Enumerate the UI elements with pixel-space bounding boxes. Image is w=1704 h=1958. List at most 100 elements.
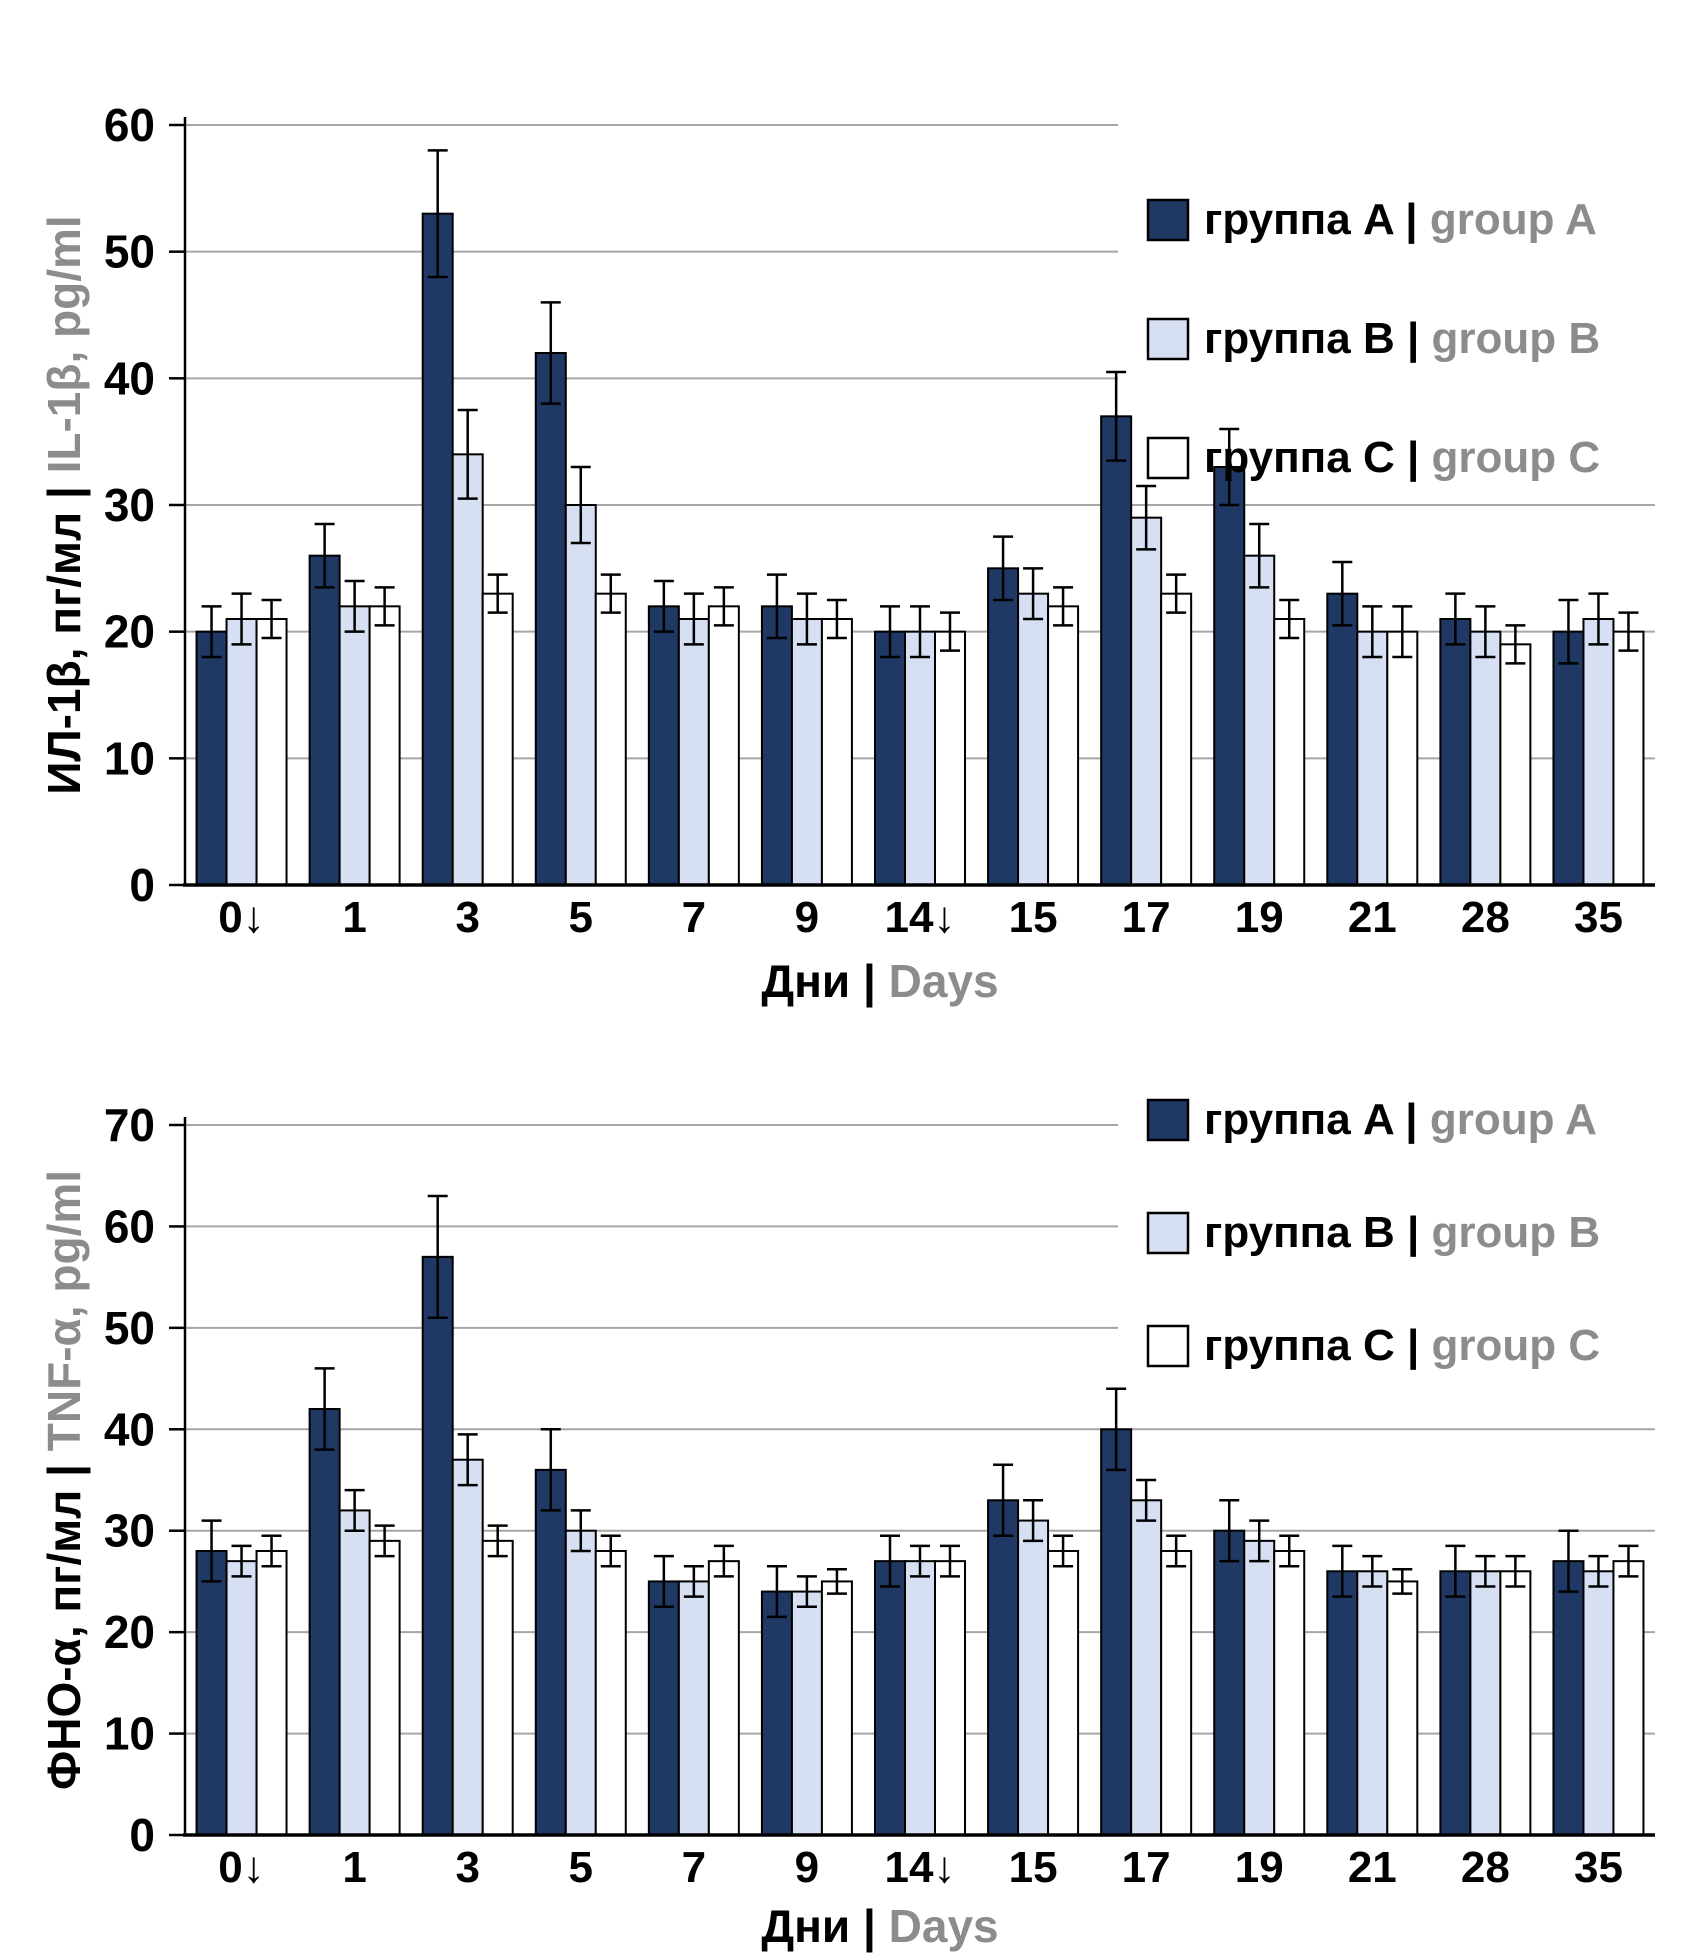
bar-group-B-day-17 [1130, 1499, 1163, 1837]
legend-swatch-group-B [1146, 1211, 1190, 1255]
bar-group-C-day-5 [594, 592, 627, 887]
y-tick-label-30: 30 [104, 1505, 155, 1557]
error-bar-group-A-day-19 [1219, 427, 1240, 507]
bar-group-C-day-0 [255, 1550, 288, 1836]
bar-group-A-day-5 [534, 352, 567, 886]
legend-label-secondary: group A [1430, 1095, 1597, 1144]
bar-group-A-day-0 [195, 630, 228, 887]
error-bar-group-B-day-5 [570, 1509, 591, 1553]
bar-group-C-day-15 [1047, 1550, 1080, 1836]
y-tick-label-50: 50 [104, 226, 155, 278]
bar-group-B-day-15 [1017, 1519, 1050, 1836]
x-tick-label-day-14: 14↓ [885, 893, 956, 942]
legend-label-group-C: группа C | group C [1204, 1321, 1600, 1371]
error-bar-group-C-day-35 [1618, 611, 1639, 652]
bar-group-B-day-21 [1356, 1570, 1389, 1837]
bar-group-A-day-19 [1213, 1529, 1246, 1836]
legend-label-primary: группа B | [1204, 1208, 1431, 1258]
error-bar-group-C-day-28 [1505, 1554, 1526, 1588]
legend-item-group-B: группа B | group B [1146, 314, 1600, 364]
error-bar-group-B-day-1 [344, 579, 365, 633]
error-bar-group-A-day-17 [1106, 1387, 1127, 1472]
error-bar-group-C-day-19 [1279, 1534, 1300, 1568]
error-bar-group-A-day-17 [1106, 370, 1127, 462]
error-bar-group-B-day-7 [683, 1564, 704, 1598]
error-bar-group-B-day-1 [344, 1488, 365, 1532]
legend-swatch-group-B [1146, 317, 1190, 361]
bar-group-B-day-14 [904, 630, 936, 887]
bar-group-A-day-15 [987, 1499, 1020, 1837]
error-bar-group-A-day-0 [201, 1519, 222, 1583]
error-bar-group-A-day-5 [540, 1428, 561, 1512]
error-bar-group-A-day-35 [1558, 598, 1579, 665]
bar-group-B-day-28 [1469, 630, 1502, 887]
error-bar-group-A-day-0 [201, 605, 222, 659]
x-tick-label-day-17: 17 [1122, 1843, 1171, 1892]
y-axis-title-primary: ФНО-α, пг/мл | [38, 1451, 90, 1790]
y-tick-label-50: 50 [104, 1302, 155, 1354]
bar-group-B-day-35 [1582, 1570, 1615, 1837]
legend-swatch-group-C [1146, 1324, 1190, 1368]
error-bar-group-B-day-14 [910, 605, 930, 659]
bar-group-C-day-28 [1499, 1570, 1532, 1837]
y-tick-label-20: 20 [104, 606, 155, 658]
bar-group-A-day-21 [1326, 592, 1359, 887]
error-bar-group-A-day-21 [1332, 560, 1353, 627]
x-tick-label-day-0: 0↓ [218, 1843, 264, 1892]
legend-label-secondary: group B [1431, 314, 1600, 363]
error-bar-group-A-day-3 [427, 149, 448, 279]
bar-group-C-day-9 [820, 1580, 853, 1837]
bar-group-B-day-19 [1243, 554, 1276, 887]
error-bar-group-C-day-14 [940, 1544, 960, 1578]
x-axis-title: Дни | Days [761, 955, 998, 1007]
error-bar-group-A-day-15 [993, 1463, 1014, 1538]
error-bar-group-C-day-7 [713, 586, 734, 627]
legend-label-group-A: группа A | group A [1204, 1095, 1597, 1145]
bar-group-A-day-17 [1100, 415, 1133, 886]
x-tick-label-day-21: 21 [1348, 1843, 1397, 1892]
legend-item-group-A: группа A | group A [1146, 1095, 1597, 1145]
error-bar-group-A-day-14 [880, 605, 900, 659]
x-tick-label-day-19: 19 [1235, 1843, 1284, 1892]
error-bar-group-B-day-28 [1475, 605, 1496, 659]
error-bar-group-A-day-1 [314, 522, 335, 589]
error-bar-group-B-day-7 [683, 592, 704, 646]
x-axis-title-primary: Дни | [761, 1900, 888, 1952]
error-bar-group-B-day-3 [457, 408, 478, 500]
legend-label-group-A: группа A | group A [1204, 195, 1597, 245]
bar-group-A-day-19 [1213, 466, 1246, 886]
y-tick-label-10: 10 [104, 732, 155, 784]
bar-group-B-day-9 [790, 618, 823, 886]
legend-label-secondary: group A [1430, 195, 1597, 244]
bar-group-A-day-0 [195, 1550, 228, 1836]
error-bar-group-B-day-9 [796, 1575, 817, 1609]
bar-group-C-day-3 [481, 1539, 514, 1837]
bar-group-A-day-9 [760, 1590, 793, 1836]
bar-group-B-day-28 [1469, 1570, 1502, 1837]
y-axis-title-secondary: IL-1β, pg/ml [38, 215, 90, 473]
error-bar-group-C-day-17 [1166, 573, 1187, 614]
x-tick-label-day-3: 3 [455, 1843, 479, 1892]
x-tick-label-day-7: 7 [682, 893, 706, 942]
x-tick-label-day-5: 5 [569, 893, 593, 942]
error-bar-group-C-day-35 [1618, 1544, 1639, 1578]
bar-group-A-day-5 [534, 1468, 567, 1837]
x-tick-label-day-21: 21 [1348, 893, 1397, 942]
bar-group-B-day-7 [677, 1580, 710, 1837]
legend-label-group-B: группа B | group B [1204, 1208, 1600, 1258]
legend-swatch-group-A [1146, 1098, 1190, 1142]
bar-group-C-day-0 [255, 618, 288, 886]
bar-group-B-day-5 [564, 1529, 597, 1836]
bar-group-A-day-17 [1100, 1428, 1133, 1837]
error-bar-group-C-day-28 [1505, 624, 1526, 665]
legend-item-group-C: группа C | group C [1146, 433, 1600, 483]
error-bar-group-B-day-15 [1023, 567, 1044, 621]
bar-group-A-day-28 [1439, 1570, 1472, 1837]
bar-group-C-day-7 [707, 1560, 740, 1836]
bar-group-B-day-7 [677, 618, 710, 886]
bar-group-B-day-9 [790, 1590, 823, 1836]
error-bar-group-C-day-0 [261, 598, 282, 640]
bar-group-B-day-19 [1243, 1539, 1276, 1837]
